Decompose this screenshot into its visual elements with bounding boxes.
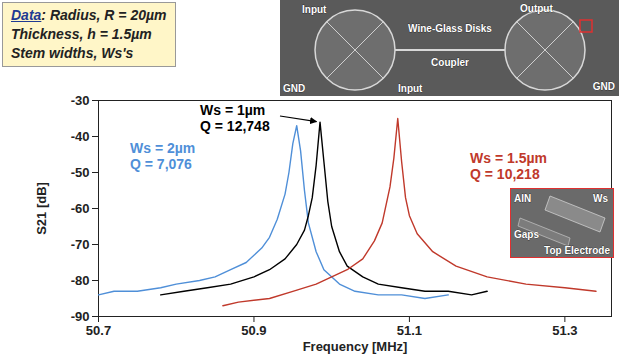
svg-text:Coupler: Coupler (431, 57, 469, 68)
svg-text:-30: -30 (71, 93, 90, 108)
html-text:Thickness, h = 1.5µm: Thickness, h = 1.5µm (11, 26, 152, 42)
html-text:Ws = 2µm: Ws = 2µm (130, 140, 196, 156)
svg-text:51.1: 51.1 (397, 323, 422, 338)
svg-text:Output: Output (520, 3, 553, 14)
svg-text:Top Electrode: Top Electrode (544, 245, 610, 256)
svg-text:S21 [dB]: S21 [dB] (34, 182, 49, 235)
svg-text:-70: -70 (71, 237, 90, 252)
svg-text:Gaps: Gaps (514, 229, 539, 240)
html-text:Q = 10,218: Q = 10,218 (470, 166, 540, 182)
svg-text:Ws: Ws (593, 193, 608, 204)
svg-text:Input: Input (398, 83, 423, 94)
svg-text:GND: GND (283, 83, 305, 94)
html-text:Data: Radius, R = 20µm: Data: Radius, R = 20µm (11, 7, 167, 23)
html-text:Ws = 1µm: Ws = 1µm (200, 102, 266, 118)
svg-text:GND: GND (593, 81, 615, 92)
svg-text:-90: -90 (71, 309, 90, 324)
svg-text:-50: -50 (71, 165, 90, 180)
svg-text:-40: -40 (71, 129, 90, 144)
html-text:Q = 7,076: Q = 7,076 (130, 156, 192, 172)
svg-text:Input: Input (302, 4, 327, 15)
svg-text:AlN: AlN (514, 193, 531, 204)
html-text:Ws = 1.5µm: Ws = 1.5µm (470, 150, 547, 166)
html-text:Q = 12,748: Q = 12,748 (200, 118, 270, 134)
svg-text:Frequency [MHz]: Frequency [MHz] (303, 339, 408, 354)
svg-text:-60: -60 (71, 201, 90, 216)
svg-text:Wine-Glass Disks: Wine-Glass Disks (408, 23, 492, 34)
html-text:Stem widths, Ws's: Stem widths, Ws's (11, 45, 134, 61)
svg-text:51.3: 51.3 (552, 323, 577, 338)
svg-text:50.7: 50.7 (86, 323, 111, 338)
svg-text:-80: -80 (71, 273, 90, 288)
svg-text:50.9: 50.9 (241, 323, 266, 338)
